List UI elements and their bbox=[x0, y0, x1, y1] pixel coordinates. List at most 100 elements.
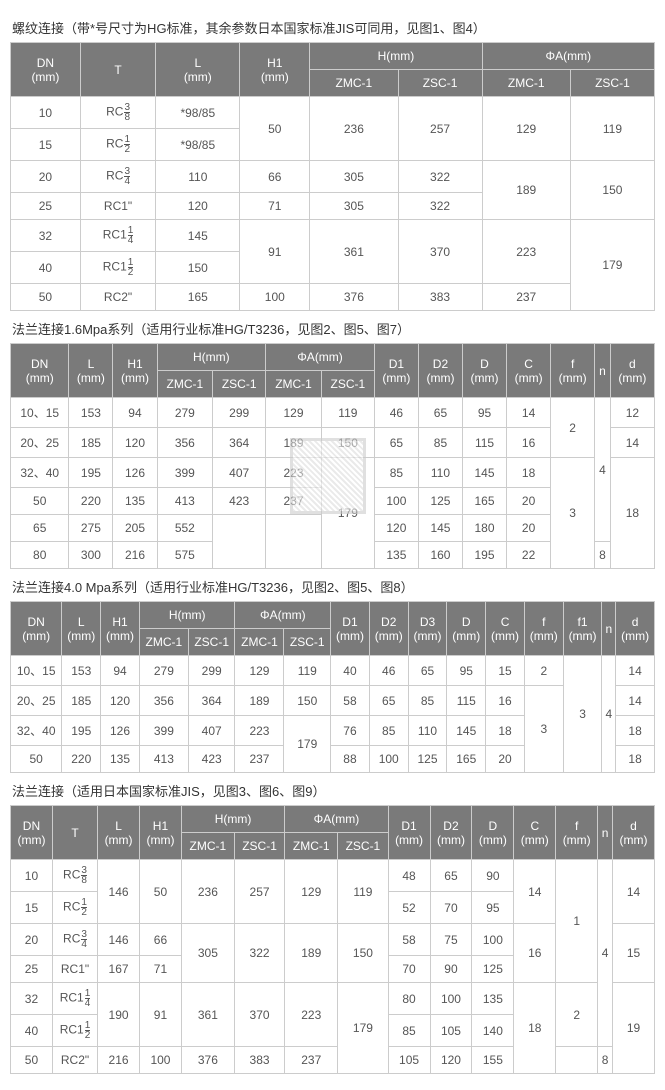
th-zmc: ZMC-1 bbox=[310, 70, 398, 97]
th: ZMC-1 bbox=[285, 833, 338, 860]
c: 165 bbox=[462, 488, 506, 515]
th-zsc: ZSC-1 bbox=[398, 70, 482, 97]
c: 65 bbox=[408, 656, 447, 686]
c: 423 bbox=[213, 488, 266, 515]
c: 15 bbox=[11, 129, 81, 161]
c: 155 bbox=[472, 1047, 514, 1074]
th: T bbox=[52, 806, 97, 860]
c: 364 bbox=[188, 686, 235, 716]
c: 153 bbox=[62, 656, 101, 686]
c: 65 bbox=[374, 428, 418, 458]
th: C(mm) bbox=[486, 602, 525, 656]
c: 125 bbox=[472, 956, 514, 983]
c: 100 bbox=[140, 1047, 182, 1074]
c: 65 bbox=[11, 515, 69, 542]
c bbox=[556, 1047, 598, 1074]
c: 8 bbox=[595, 542, 611, 569]
c: 195 bbox=[462, 542, 506, 569]
c: 8 bbox=[598, 1047, 613, 1074]
c: 135 bbox=[374, 542, 418, 569]
c: 129 bbox=[235, 656, 284, 686]
c: 16 bbox=[514, 924, 556, 983]
c: 257 bbox=[234, 860, 284, 924]
th: H(mm) bbox=[181, 806, 284, 833]
c: 19 bbox=[612, 983, 654, 1074]
th: ZMC-1 bbox=[157, 371, 213, 398]
c: 85 bbox=[369, 716, 408, 746]
c: 190 bbox=[98, 983, 140, 1047]
c: 10 bbox=[11, 860, 53, 892]
th: DN(mm) bbox=[11, 344, 69, 398]
c: 160 bbox=[418, 542, 462, 569]
c: 179 bbox=[570, 220, 654, 311]
c: RC12 bbox=[80, 129, 155, 161]
c: RC1" bbox=[52, 956, 97, 983]
c: 361 bbox=[181, 983, 234, 1047]
c: 167 bbox=[98, 956, 140, 983]
c: 119 bbox=[338, 860, 388, 924]
c: 153 bbox=[69, 398, 113, 428]
th: D3(mm) bbox=[408, 602, 447, 656]
c: 25 bbox=[11, 956, 53, 983]
c: 80 bbox=[388, 983, 430, 1015]
c: 120 bbox=[113, 428, 157, 458]
th: D(mm) bbox=[447, 602, 486, 656]
c: 18 bbox=[616, 716, 655, 746]
c: 32、40 bbox=[11, 716, 62, 746]
c: 20、25 bbox=[11, 428, 69, 458]
c: 2 bbox=[556, 983, 598, 1047]
c: RC38 bbox=[80, 97, 155, 129]
c: 356 bbox=[139, 686, 188, 716]
c: 552 bbox=[157, 515, 213, 542]
c: 14 bbox=[616, 686, 655, 716]
th: H1(mm) bbox=[113, 344, 157, 398]
c: 135 bbox=[101, 746, 140, 773]
c: 146 bbox=[98, 924, 140, 956]
c: 94 bbox=[113, 398, 157, 428]
c: 85 bbox=[418, 428, 462, 458]
th: d(mm) bbox=[610, 344, 654, 398]
c: 100 bbox=[369, 746, 408, 773]
c: 70 bbox=[430, 892, 472, 924]
th: D(mm) bbox=[472, 806, 514, 860]
c: 129 bbox=[285, 860, 338, 924]
c: 220 bbox=[69, 488, 113, 515]
c: 50 bbox=[140, 860, 182, 924]
c: 50 bbox=[240, 97, 310, 161]
c: 145 bbox=[418, 515, 462, 542]
c bbox=[213, 515, 266, 569]
th: D1(mm) bbox=[331, 602, 370, 656]
th: f(mm) bbox=[556, 806, 598, 860]
c: 85 bbox=[408, 686, 447, 716]
c: 46 bbox=[374, 398, 418, 428]
c: 18 bbox=[507, 458, 551, 488]
c: 20 bbox=[507, 488, 551, 515]
c: 305 bbox=[310, 161, 398, 193]
c: 58 bbox=[388, 924, 430, 956]
c: 300 bbox=[69, 542, 113, 569]
c: 91 bbox=[240, 220, 310, 284]
c: 399 bbox=[157, 458, 213, 488]
c: 279 bbox=[157, 398, 213, 428]
section2-title: 法兰连接1.6Mpa系列（适用行业标准HG/T3236，见图2、图5、图7） bbox=[12, 319, 655, 338]
c: 110 bbox=[418, 458, 462, 488]
c: 205 bbox=[113, 515, 157, 542]
c: 399 bbox=[139, 716, 188, 746]
c: 10、15 bbox=[11, 656, 62, 686]
c: 216 bbox=[113, 542, 157, 569]
c: *98/85 bbox=[156, 129, 240, 161]
c: 165 bbox=[156, 284, 240, 311]
c: 120 bbox=[156, 193, 240, 220]
c: 18 bbox=[486, 716, 525, 746]
c: 223 bbox=[285, 983, 338, 1047]
c: 65 bbox=[430, 860, 472, 892]
c: 383 bbox=[398, 284, 482, 311]
th: C(mm) bbox=[514, 806, 556, 860]
c: 115 bbox=[462, 428, 506, 458]
th: ZMC-1 bbox=[266, 371, 322, 398]
c: 370 bbox=[234, 983, 284, 1047]
c: 50 bbox=[11, 746, 62, 773]
c: 70 bbox=[388, 956, 430, 983]
c: RC2" bbox=[80, 284, 155, 311]
c: RC114 bbox=[52, 983, 97, 1015]
